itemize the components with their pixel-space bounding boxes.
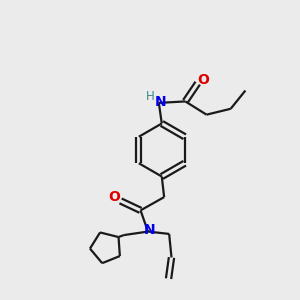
Text: O: O (108, 190, 120, 204)
Text: N: N (144, 224, 155, 237)
Text: N: N (154, 95, 166, 109)
Text: O: O (197, 73, 209, 87)
Text: H: H (146, 90, 155, 103)
